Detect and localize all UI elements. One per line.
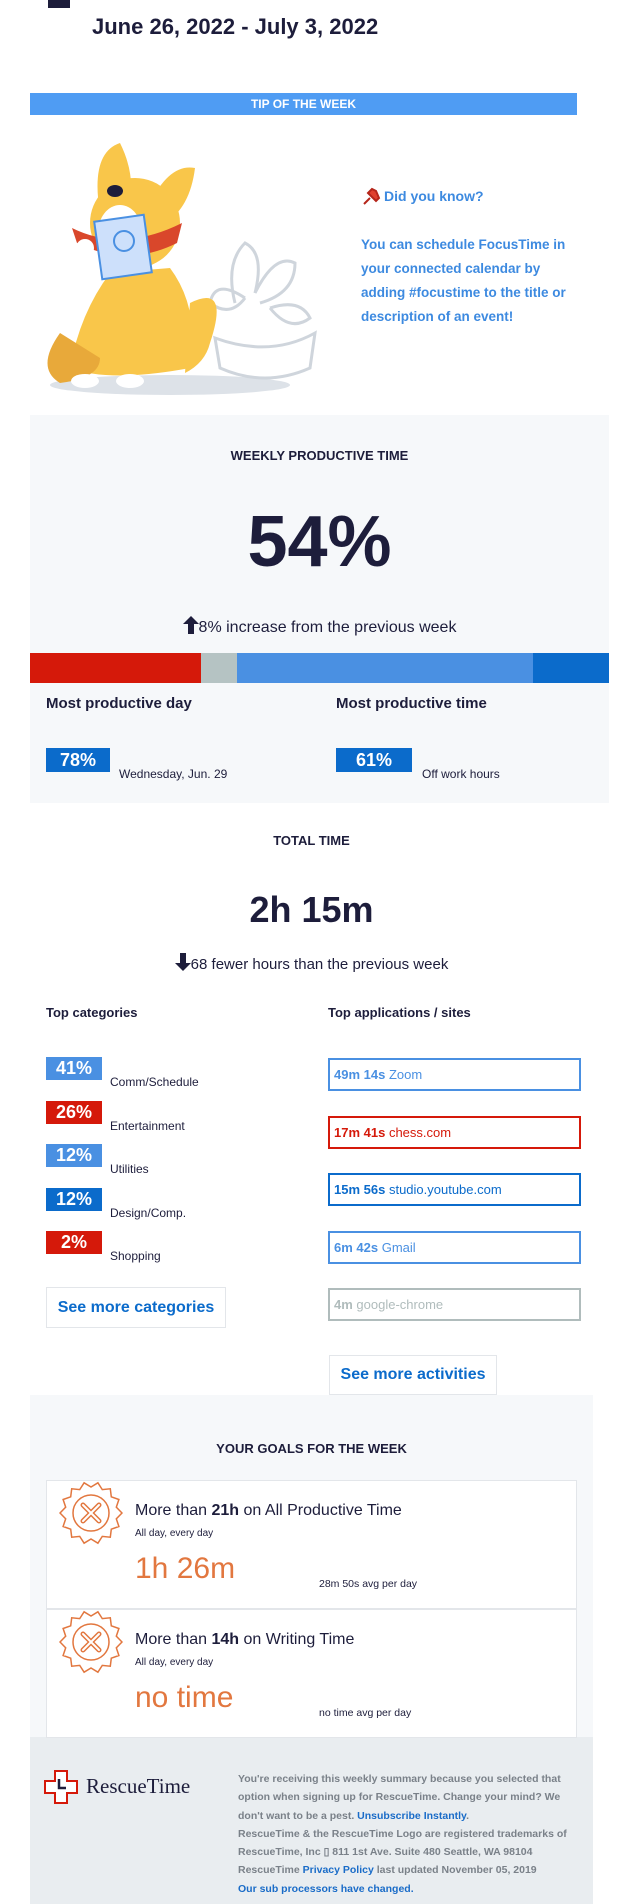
- app-name: google-chrome: [356, 1297, 444, 1312]
- total-change: 68 fewer hours than the previous week: [190, 956, 449, 973]
- footer-notice-block: You're receiving this weekly summary bec…: [238, 1770, 580, 1825]
- productive-change: 8% increase from the previous week: [198, 619, 457, 636]
- footer-policy: RescueTime Privacy Policy last updated N…: [238, 1861, 580, 1879]
- category-name: Design/Comp.: [110, 1205, 187, 1220]
- app-time: 49m 14s: [334, 1067, 386, 1082]
- app-name: studio.youtube.com: [388, 1182, 502, 1197]
- footer-logo-icon: [44, 1770, 78, 1804]
- tip-title: Did you know?: [384, 188, 484, 204]
- productive-value: 54%: [247, 502, 392, 582]
- goal-prefix: More than: [135, 1630, 208, 1648]
- best-time-label: Most productive time: [336, 695, 487, 712]
- app-time: 6m 42s: [334, 1239, 379, 1255]
- footer-notice-end: .: [466, 1809, 470, 1822]
- bar-segment: [30, 653, 201, 683]
- productive-heading: WEEKLY PRODUCTIVE TIME: [230, 448, 409, 463]
- category-name: Shopping: [110, 1249, 161, 1264]
- goal-schedule: All day, every day: [135, 1656, 214, 1668]
- app-row: 17m 41s chess.com: [328, 1115, 581, 1149]
- best-time-detail: Off work hours: [422, 767, 500, 781]
- subprocessors-link[interactable]: Our sub processors have changed.: [238, 1882, 414, 1895]
- total-heading: TOTAL TIME: [273, 833, 350, 848]
- app-row: 4m google-chrome: [328, 1288, 581, 1321]
- apps-heading: Top applications / sites: [328, 1005, 471, 1020]
- productive-change-row: 8% increase from the previous week: [30, 616, 609, 637]
- app-row: 15m 56s studio.youtube.com: [328, 1173, 581, 1206]
- goal-title: More than 14h on Writing Time: [135, 1631, 354, 1649]
- category-value: 41%: [46, 1057, 102, 1080]
- tip-illustration: [47, 143, 317, 395]
- policy-suffix: last updated November 05, 2019: [376, 1864, 537, 1877]
- footer-notice: You're receiving this weekly summary bec…: [238, 1773, 561, 1822]
- app-name: Zoom: [388, 1067, 423, 1082]
- goal-average: 28m 50s avg per day: [319, 1578, 418, 1590]
- productivity-bar: [30, 653, 609, 683]
- goal-suffix: on All Productive Time: [243, 1502, 402, 1519]
- goal-suffix: on Writing Time: [243, 1630, 355, 1648]
- productive-section: [30, 415, 609, 803]
- footer-logo-text: RescueTime: [86, 1774, 191, 1798]
- goal-target: 14h: [211, 1630, 240, 1648]
- privacy-link[interactable]: Privacy Policy: [302, 1864, 374, 1877]
- goal-actual: 1h 26m: [135, 1552, 236, 1585]
- pin-icon: [363, 187, 381, 205]
- bar-segment: [236, 653, 533, 683]
- app-row: 6m 42s Gmail: [328, 1230, 581, 1264]
- footer-text: You're receiving this weekly summary bec…: [238, 1770, 580, 1898]
- app-time: 17m 41s: [334, 1124, 386, 1140]
- category-value: 26%: [46, 1100, 102, 1124]
- category-name: Comm/Schedule: [110, 1075, 199, 1089]
- goal-title: More than 21h on All Productive Time: [135, 1502, 402, 1520]
- goal-fail-icon: [59, 1610, 123, 1673]
- category-value: 12%: [46, 1144, 102, 1168]
- category-name: Entertainment: [110, 1118, 185, 1133]
- footer-trademark: RescueTime & the RescueTime Logo are reg…: [238, 1827, 567, 1859]
- app-time: 4m: [334, 1297, 353, 1312]
- category-value: 2%: [46, 1231, 102, 1255]
- tip-text: You can schedule FocusTime in your conne…: [361, 237, 566, 324]
- app-name: Gmail: [381, 1239, 416, 1255]
- bar-segment: [200, 653, 237, 683]
- total-change-row: 68 fewer hours than the previous week: [30, 953, 593, 973]
- see-more-categories[interactable]: See more categories: [46, 1287, 226, 1328]
- goal-card: [46, 1480, 577, 1609]
- goal-target: 21h: [211, 1502, 240, 1519]
- total-value: 2h 15m: [249, 889, 374, 930]
- best-day-value: 78%: [46, 748, 110, 772]
- down-arrow: [174, 953, 191, 971]
- category-name: Utilities: [110, 1162, 149, 1177]
- best-day-detail: Wednesday, Jun. 29: [119, 767, 228, 781]
- policy-prefix: RescueTime: [238, 1864, 300, 1877]
- logo-fragment: [48, 0, 70, 8]
- goals-heading: YOUR GOALS FOR THE WEEK: [216, 1441, 407, 1456]
- goal-prefix: More than: [135, 1502, 208, 1519]
- see-more-activities[interactable]: See more activities: [329, 1355, 497, 1395]
- goal-actual: no time: [135, 1680, 234, 1714]
- tip-heading: TIP OF THE WEEK: [30, 93, 577, 115]
- app-time: 15m 56s: [334, 1182, 386, 1197]
- bar-segment: [532, 653, 609, 683]
- goal-card: [46, 1608, 577, 1738]
- footer: [30, 1737, 593, 1904]
- up-arrow: [182, 616, 199, 634]
- goal-schedule: All day, every day: [135, 1528, 214, 1539]
- best-day-label: Most productive day: [46, 695, 192, 712]
- unsubscribe-link[interactable]: Unsubscribe Instantly: [357, 1809, 467, 1822]
- category-value: 12%: [46, 1187, 102, 1211]
- best-time-value: 61%: [336, 748, 412, 772]
- categories-heading: Top categories: [46, 1005, 138, 1020]
- date-range: June 26, 2022 - July 3, 2022: [92, 14, 379, 39]
- app-row: 49m 14s Zoom: [328, 1058, 581, 1091]
- goal-fail-icon: [59, 1481, 123, 1545]
- goal-average: no time avg per day: [319, 1706, 412, 1719]
- app-name: chess.com: [388, 1124, 452, 1140]
